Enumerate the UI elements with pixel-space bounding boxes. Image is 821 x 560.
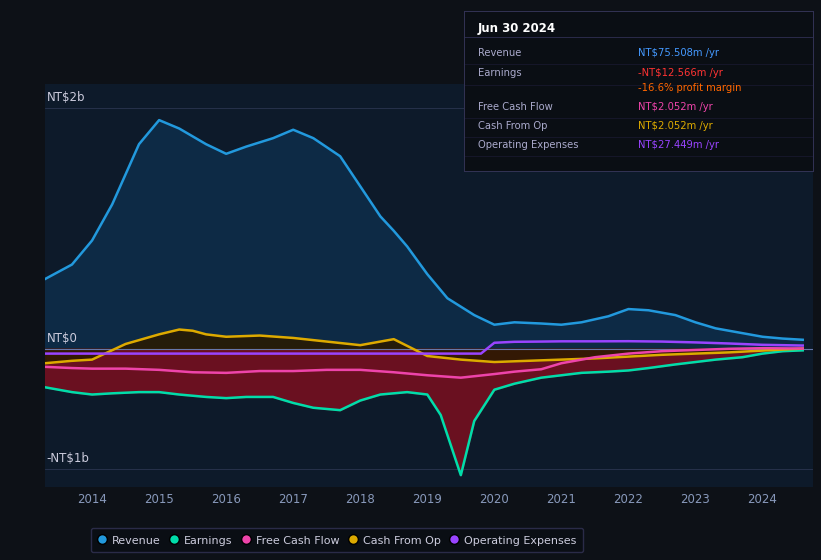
Text: Earnings: Earnings	[478, 68, 521, 78]
Legend: Revenue, Earnings, Free Cash Flow, Cash From Op, Operating Expenses: Revenue, Earnings, Free Cash Flow, Cash …	[91, 528, 583, 552]
Text: Free Cash Flow: Free Cash Flow	[478, 102, 553, 112]
Text: Cash From Op: Cash From Op	[478, 121, 548, 131]
Text: NT$2.052m /yr: NT$2.052m /yr	[639, 121, 713, 131]
Text: Revenue: Revenue	[478, 48, 521, 58]
Text: NT$27.449m /yr: NT$27.449m /yr	[639, 140, 719, 150]
Text: Operating Expenses: Operating Expenses	[478, 140, 578, 150]
Text: NT$2b: NT$2b	[47, 91, 85, 104]
Text: NT$2.052m /yr: NT$2.052m /yr	[639, 102, 713, 112]
Text: -NT$1b: -NT$1b	[47, 452, 89, 465]
Text: -NT$12.566m /yr: -NT$12.566m /yr	[639, 68, 723, 78]
Text: NT$75.508m /yr: NT$75.508m /yr	[639, 48, 719, 58]
Text: Jun 30 2024: Jun 30 2024	[478, 22, 556, 35]
Text: -16.6% profit margin: -16.6% profit margin	[639, 83, 742, 93]
Text: NT$0: NT$0	[47, 332, 77, 344]
